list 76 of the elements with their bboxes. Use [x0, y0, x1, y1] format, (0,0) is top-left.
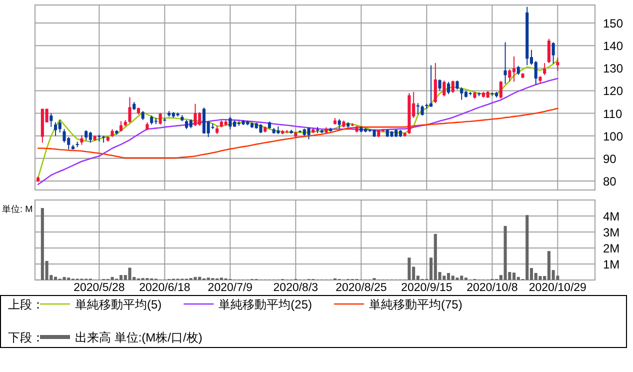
candlestick	[150, 115, 154, 126]
candlestick	[88, 131, 92, 144]
candlestick	[307, 126, 310, 140]
candlestick	[194, 103, 197, 127]
y-tick-label: 110	[603, 106, 622, 121]
bar	[512, 272, 516, 280]
candlestick	[119, 120, 123, 132]
candlestick	[543, 62, 546, 76]
candlestick	[50, 112, 53, 128]
candlestick	[456, 80, 459, 90]
candlestick	[128, 96, 132, 124]
candlestick	[141, 110, 144, 121]
y-tick-label: 140	[603, 39, 624, 54]
x-tick-label: 2020/7/9	[208, 282, 253, 294]
bar	[128, 268, 132, 280]
legend-label: 単純移動平均(75)	[369, 298, 462, 312]
candlestick	[442, 80, 446, 97]
candlestick	[54, 122, 58, 136]
x-tick-label: 2020/10/8	[466, 282, 518, 294]
y-tick-label: 80	[603, 174, 617, 188]
bar	[62, 276, 66, 280]
y-tick-label: 1M	[603, 258, 620, 272]
candlestick	[534, 60, 538, 85]
candlestick	[556, 57, 560, 72]
y-tick-label: 90	[603, 152, 617, 166]
candlestick	[84, 130, 88, 141]
text: 単位: M	[2, 204, 33, 214]
candlestick	[438, 78, 442, 92]
candlestick	[451, 80, 454, 94]
line-series	[37, 78, 558, 186]
candlestick	[434, 62, 437, 104]
bar	[110, 276, 114, 280]
legend-title: 上段：	[8, 298, 44, 312]
x-tick-label: 2020/5/28	[74, 282, 125, 294]
legend-label: 単純移動平均(25)	[218, 298, 312, 312]
legend-label: 出来高 単位:(M株/口/枚)	[75, 330, 202, 344]
y-tick-label: 100	[603, 129, 624, 144]
bar	[54, 276, 58, 280]
candlestick	[446, 81, 450, 95]
legend-label: 単純移動平均(5)	[75, 298, 162, 312]
candlestick	[80, 134, 84, 146]
bar	[538, 276, 542, 280]
bar	[194, 276, 197, 280]
x-tick-label: 2020/10/29	[528, 282, 586, 294]
candlestick	[338, 118, 341, 130]
line-series	[37, 60, 558, 178]
candlestick	[228, 116, 232, 130]
x-tick-label: 2020/6/18	[139, 282, 190, 294]
candlestick	[259, 124, 262, 134]
candlestick	[508, 68, 512, 82]
candlestick	[420, 104, 424, 116]
candlestick	[58, 120, 62, 133]
y-tick-label: 2M	[603, 242, 620, 256]
y-tick-label: 3M	[603, 226, 620, 240]
candlestick	[184, 120, 188, 130]
y-tick-label: 150	[603, 16, 624, 31]
bar	[408, 258, 411, 280]
line-series	[37, 108, 558, 159]
x-tick-label: 2020/9/15	[401, 282, 452, 294]
candlestick	[547, 38, 550, 64]
bar	[119, 275, 123, 280]
candlestick	[552, 42, 555, 64]
bar	[504, 226, 507, 280]
candlestick	[504, 42, 507, 84]
candlestick	[460, 86, 464, 100]
y-tick-label: 4M	[603, 210, 620, 224]
candlestick	[158, 112, 162, 126]
x-tick-label: 2020/8/3	[273, 282, 318, 294]
candlestick	[62, 128, 66, 144]
candlestick	[499, 80, 502, 100]
y-tick-label: 120	[603, 84, 624, 98]
x-tick-label: 2020/8/25	[336, 282, 387, 294]
bar	[446, 272, 450, 280]
y-tick-label: 130	[603, 62, 624, 76]
candlestick	[516, 65, 520, 76]
legend-title: 下段：	[8, 330, 44, 344]
